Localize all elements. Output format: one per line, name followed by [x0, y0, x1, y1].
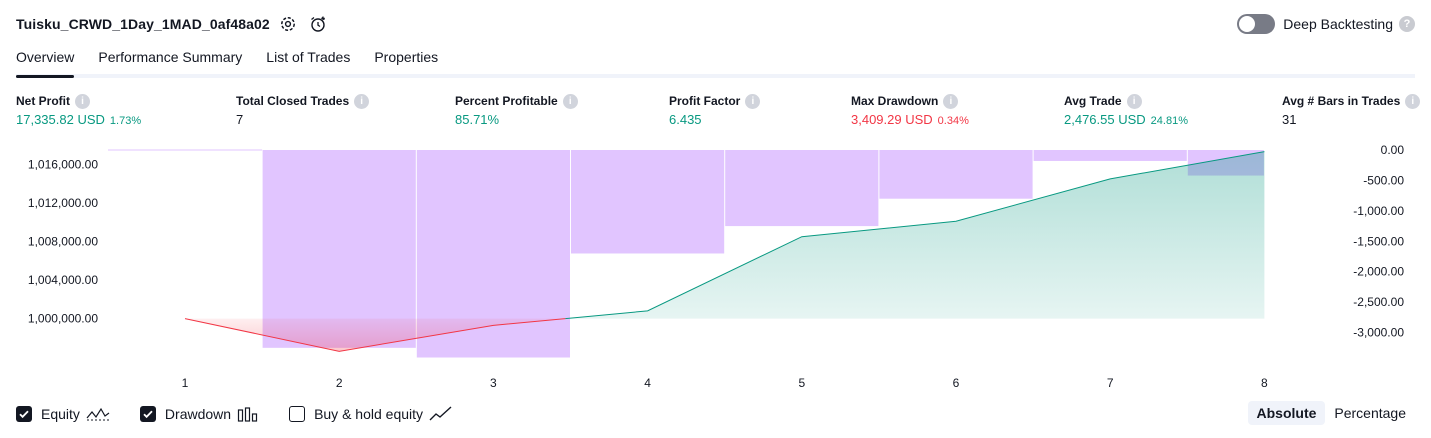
drawdown-bar — [1033, 150, 1187, 161]
deep-backtesting-control: Deep Backtesting ? — [1237, 12, 1415, 36]
strategy-header: Tuisku_CRWD_1Day_1MAD_0af48a02 — [16, 12, 330, 36]
right-axis-tick-label: -2,000.00 — [1353, 265, 1404, 279]
mode-absolute-button[interactable]: Absolute — [1247, 401, 1326, 425]
metric-profit-factor: Profit Factor i 6.435 — [669, 93, 761, 127]
tab-bar: Overview Performance Summary List of Tra… — [16, 46, 1415, 78]
tab-performance-summary[interactable]: Performance Summary — [98, 49, 243, 65]
drawdown-checkbox[interactable] — [139, 406, 156, 422]
metric-label: Avg Trade — [1064, 94, 1122, 108]
metric-max-drawdown: Max Drawdown i 3,409.29 USD 0.34% — [851, 93, 969, 127]
left-axis-tick-label: 1,012,000.00 — [28, 196, 98, 210]
deep-backtesting-toggle[interactable] — [1237, 14, 1276, 34]
legend-drawdown[interactable]: Drawdown — [139, 406, 259, 422]
drawdown-bar — [571, 150, 725, 254]
right-axis-tick-label: -2,500.00 — [1353, 295, 1404, 309]
metric-avg-bars: Avg # Bars in Trades i 31 — [1282, 93, 1421, 127]
legend-drawdown-label: Drawdown — [164, 406, 232, 422]
equity-loss-area — [185, 318, 566, 352]
legend-buy-hold[interactable]: Buy & hold equity — [289, 406, 453, 422]
legend-buy-hold-label: Buy & hold equity — [314, 406, 424, 422]
info-icon[interactable]: i — [1126, 93, 1142, 109]
equity-drawdown-chart[interactable]: 1,000,000.00 1,004,000.00 1,008,000.00 1,01… — [0, 140, 1431, 398]
legend-equity[interactable]: Equity — [16, 406, 110, 422]
metric-value: 3,409.29 USD — [851, 112, 933, 127]
metric-value: 7 — [236, 112, 244, 127]
metric-label: Avg # Bars in Trades — [1282, 94, 1401, 108]
x-axis-tick-label: 6 — [953, 376, 960, 390]
right-axis-tick-label: -1,500.00 — [1353, 234, 1404, 248]
metric-label: Percent Profitable — [455, 94, 558, 108]
equity-line-profit — [565, 151, 1265, 320]
add-alert-icon[interactable] — [306, 12, 330, 36]
metric-percent: 0.34% — [937, 115, 969, 127]
drawdown-bar — [725, 150, 879, 227]
strategy-title: Tuisku_CRWD_1Day_1MAD_0af48a02 — [16, 16, 270, 32]
tab-properties[interactable]: Properties — [374, 49, 439, 65]
metrics-row: Net Profit i 17,335.82 USD 1.73% Total Clo… — [0, 93, 1431, 133]
equity-line-icon — [86, 406, 110, 422]
drawdown-bar — [879, 150, 1033, 199]
info-icon[interactable]: i — [1405, 93, 1421, 109]
metric-value: 31 — [1282, 112, 1297, 127]
left-axis-tick-label: 1,008,000.00 — [28, 235, 98, 249]
metric-value: 6.435 — [669, 112, 702, 127]
metric-label: Net Profit — [16, 94, 70, 108]
metric-label: Total Closed Trades — [236, 94, 350, 108]
buy-hold-line-icon — [429, 406, 453, 422]
metric-value: 85.71% — [455, 112, 500, 127]
x-axis-tick-label: 5 — [798, 376, 805, 390]
info-icon[interactable]: i — [745, 93, 761, 109]
left-axis-tick-label: 1,000,000.00 — [28, 312, 98, 326]
x-axis-tick-label: 4 — [644, 376, 651, 390]
info-icon[interactable]: i — [943, 93, 959, 109]
gear-icon[interactable] — [276, 12, 300, 36]
right-axis-tick-label: -3,000.00 — [1353, 326, 1404, 340]
x-axis-tick-label: 1 — [182, 376, 189, 390]
chart-legend: Equity Drawdown Buy & hold equity — [16, 404, 483, 424]
info-icon[interactable]: i — [354, 93, 370, 109]
metric-label: Max Drawdown — [851, 94, 939, 108]
info-icon[interactable]: i — [75, 93, 90, 109]
metric-avg-trade: Avg Trade i 2,476.55 USD 24.81% — [1064, 93, 1188, 127]
info-icon[interactable]: i — [562, 93, 578, 109]
metric-label: Profit Factor — [669, 94, 741, 108]
right-axis-tick-label: 0.00 — [1381, 143, 1405, 157]
mode-percentage-button[interactable]: Percentage — [1334, 405, 1406, 421]
metric-total-closed-trades: Total Closed Trades i 7 — [236, 93, 370, 127]
buy-hold-checkbox[interactable] — [289, 406, 306, 422]
left-axis-tick-label: 1,016,000.00 — [28, 157, 98, 171]
deep-backtesting-label: Deep Backtesting — [1283, 16, 1393, 32]
left-axis-tick-label: 1,004,000.00 — [28, 273, 98, 287]
drawdown-bars-icon — [237, 406, 259, 422]
equity-line-loss — [184, 318, 566, 352]
x-axis-tick-label: 3 — [490, 376, 497, 390]
equity-checkbox[interactable] — [16, 406, 32, 422]
x-axis-tick-label: 7 — [1107, 376, 1114, 390]
drawdown-bar — [262, 150, 416, 348]
display-mode-switch: Absolute Percentage — [1247, 401, 1416, 425]
metric-net-profit: Net Profit i 17,335.82 USD 1.73% — [16, 93, 141, 127]
metric-value: 2,476.55 USD — [1064, 112, 1146, 127]
metric-percent-profitable: Percent Profitable i 85.71% — [455, 93, 578, 127]
right-axis-tick-label: -500.00 — [1363, 173, 1404, 187]
toggle-knob — [1239, 16, 1256, 32]
equity-profit-area — [565, 151, 1265, 319]
right-axis-tick-label: -1,000.00 — [1353, 204, 1404, 218]
x-axis-tick-label: 2 — [336, 376, 343, 390]
x-axis-tick-label: 8 — [1261, 376, 1268, 390]
tab-overview[interactable]: Overview — [16, 46, 75, 78]
tab-list-of-trades[interactable]: List of Trades — [266, 49, 351, 65]
metric-percent: 24.81% — [1150, 115, 1188, 127]
help-icon[interactable]: ? — [1399, 16, 1415, 32]
metric-percent: 1.73% — [109, 115, 142, 127]
legend-equity-label: Equity — [41, 406, 80, 422]
metric-value: 17,335.82 USD — [16, 112, 105, 127]
